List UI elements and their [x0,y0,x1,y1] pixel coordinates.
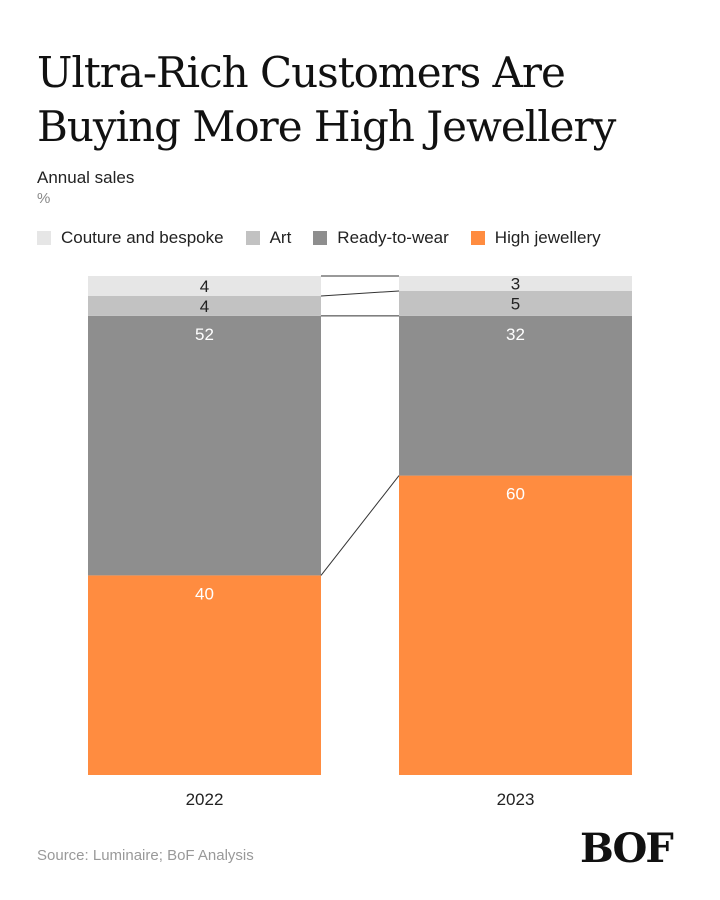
unit-label: % [37,190,51,207]
legend-label: Ready-to-wear [337,228,449,247]
chart-legend: Couture and bespoke Art Ready-to-wear High … [37,228,623,248]
bof-logo: BOF [580,825,674,872]
legend-swatch [313,231,328,245]
bar-segment-2022-art [88,295,321,316]
x-tick-label: 2023 [497,790,535,809]
bar-segment-2023-art [399,290,632,316]
chart-title: Ultra-Rich Customers Are Buying More Hig… [37,48,616,151]
x-tick-label: 2022 [186,790,224,809]
data-label: 5 [511,294,520,313]
bar-segment-2023-high-jewellery [399,475,632,775]
bar-segment-2023-couture-and-bespoke [399,276,632,291]
source-note: Source: Luminaire; BoF Analysis [37,847,254,864]
bar-segment-2023-ready-to-wear [399,315,632,476]
data-label: 52 [195,325,214,344]
legend-item-high-jewellery: High jewellery [470,228,601,248]
legend-swatch [470,231,485,245]
connector-line [320,475,400,576]
legend-swatch [245,231,260,245]
data-label: 4 [200,297,209,316]
data-label: 60 [506,485,525,504]
data-label: 4 [200,277,209,296]
legend-label: Art [269,228,292,247]
legend-item-couture-and-bespoke: Couture and bespoke [37,228,224,248]
legend-label: High jewellery [494,228,601,247]
legend-swatch [37,231,51,245]
legend-item-ready-to-wear: Ready-to-wear [313,228,449,248]
legend-label: Couture and bespoke [61,228,224,247]
data-label: 32 [506,325,525,344]
data-label: 40 [195,584,214,603]
data-label: 3 [511,274,520,293]
legend-item-art: Art [245,228,292,248]
chart-subtitle: Annual sales [37,168,135,187]
bar-segment-2022-high-jewellery [88,575,321,775]
bar-segment-2022-ready-to-wear [88,315,321,576]
bar-segment-2022-couture-and-bespoke [88,276,321,296]
connector-line [320,290,400,297]
